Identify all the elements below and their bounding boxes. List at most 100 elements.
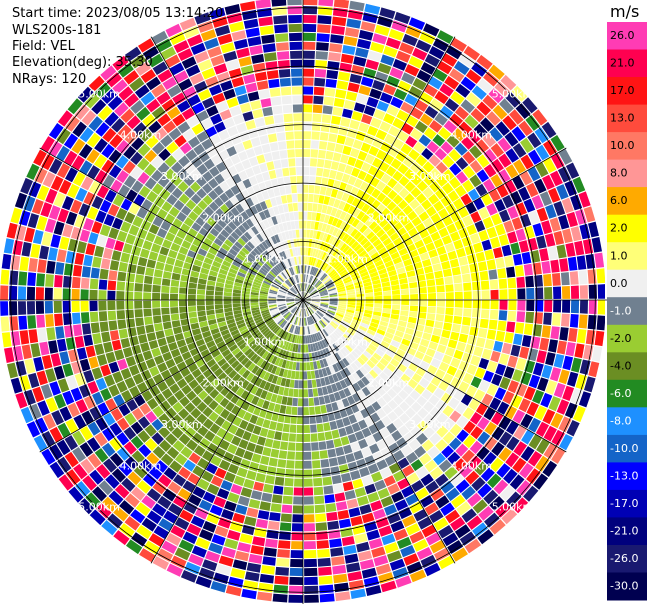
velocity-gate	[347, 365, 355, 374]
velocity-gate	[446, 45, 463, 60]
velocity-gate	[332, 343, 340, 352]
velocity-gate	[354, 284, 364, 289]
velocity-gate	[525, 275, 534, 288]
velocity-gate	[438, 361, 449, 372]
velocity-gate	[458, 53, 475, 68]
velocity-gate	[574, 240, 585, 256]
velocity-gate	[541, 364, 553, 379]
velocity-gate	[348, 375, 356, 384]
velocity-gate	[471, 85, 487, 100]
velocity-gate	[371, 188, 381, 199]
velocity-gate	[450, 331, 460, 341]
velocity-gate	[419, 252, 430, 261]
velocity-gate	[441, 445, 454, 459]
velocity-gate	[311, 140, 319, 149]
velocity-gate	[372, 238, 382, 248]
velocity-gate	[390, 96, 404, 109]
velocity-gate	[576, 255, 587, 270]
velocity-gate	[454, 300, 463, 308]
velocity-gate	[351, 422, 361, 433]
velocity-gate	[396, 378, 407, 389]
velocity-gate	[368, 343, 378, 352]
velocity-gate	[528, 210, 540, 225]
velocity-gate	[339, 221, 347, 231]
velocity-gate	[552, 313, 561, 326]
velocity-gate	[467, 130, 481, 144]
velocity-gate	[512, 175, 525, 190]
velocity-gate	[415, 267, 425, 276]
velocity-gate	[461, 136, 475, 150]
velocity-gate	[550, 412, 564, 429]
velocity-gate	[497, 137, 512, 152]
velocity-gate	[367, 165, 378, 176]
velocity-gate	[337, 286, 346, 291]
velocity-gate	[382, 222, 393, 233]
velocity-gate	[422, 235, 433, 245]
velocity-gate	[359, 366, 369, 376]
velocity-gate	[377, 397, 387, 408]
velocity-gate	[336, 371, 344, 381]
velocity-gate	[337, 307, 346, 312]
velocity-gate	[486, 203, 498, 216]
velocity-gate	[353, 316, 362, 322]
velocity-gate	[347, 302, 356, 306]
velocity-gate	[404, 395, 416, 407]
velocity-gate	[328, 305, 337, 309]
velocity-gate	[321, 223, 328, 232]
velocity-gate	[381, 533, 396, 546]
velocity-gate	[312, 230, 318, 239]
velocity-gate	[463, 282, 472, 291]
velocity-gate	[390, 314, 400, 320]
velocity-gate	[309, 287, 315, 294]
velocity-gate	[405, 115, 419, 128]
velocity-gate	[322, 276, 330, 283]
velocity-gate	[350, 148, 360, 158]
velocity-gate	[327, 178, 335, 188]
velocity-gate	[394, 11, 411, 25]
velocity-gate	[415, 487, 429, 500]
velocity-gate	[406, 561, 423, 574]
velocity-gate	[542, 409, 556, 425]
velocity-gate	[326, 69, 339, 80]
velocity-gate	[356, 200, 366, 210]
velocity-gate	[311, 296, 320, 299]
velocity-gate	[328, 355, 335, 365]
velocity-gate	[465, 202, 477, 215]
velocity-gate	[386, 201, 397, 212]
velocity-gate	[489, 127, 503, 142]
velocity-gate	[369, 356, 379, 365]
velocity-gate	[411, 356, 422, 366]
velocity-gate	[355, 308, 364, 313]
velocity-gate	[350, 321, 360, 328]
velocity-gate	[328, 133, 338, 143]
velocity-gate	[371, 318, 380, 325]
velocity-gate	[329, 322, 337, 330]
velocity-gate	[406, 322, 416, 330]
velocity-gate	[373, 555, 389, 567]
start-time-text: Start time: 2023/08/05 13:14:20	[12, 6, 224, 21]
velocity-gate	[442, 373, 454, 384]
velocity-gate	[331, 25, 345, 35]
velocity-gate	[327, 285, 336, 291]
velocity-gate	[535, 287, 544, 299]
velocity-gate	[430, 358, 441, 368]
velocity-gate	[583, 206, 596, 223]
velocity-gate	[345, 355, 353, 364]
velocity-gate	[379, 233, 389, 242]
velocity-gate	[323, 315, 332, 322]
velocity-gate	[312, 278, 318, 286]
velocity-gate	[393, 394, 404, 406]
velocity-gate	[383, 475, 396, 487]
velocity-gate	[405, 264, 415, 272]
velocity-gate	[433, 517, 449, 531]
velocity-gate	[352, 275, 361, 281]
velocity-gate	[303, 202, 308, 211]
velocity-gate	[571, 357, 582, 373]
velocity-gate	[506, 266, 516, 278]
velocity-gate	[315, 269, 321, 277]
velocity-gate	[365, 59, 379, 71]
velocity-gate	[469, 174, 482, 188]
velocity-gate	[385, 349, 395, 358]
velocity-gate	[314, 239, 319, 249]
velocity-gate	[540, 392, 553, 408]
